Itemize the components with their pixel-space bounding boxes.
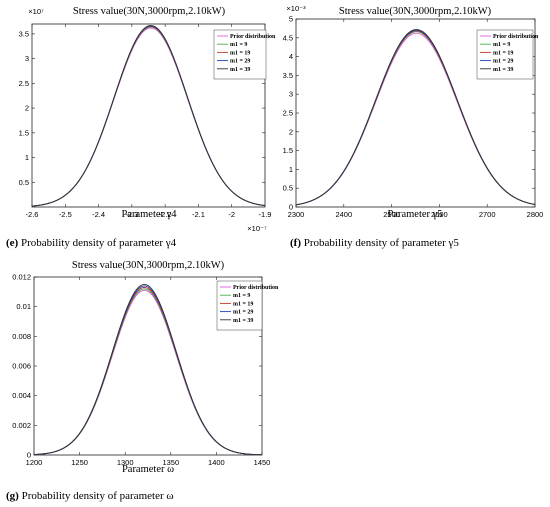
caption-text: Probability density of parameter ω (22, 490, 174, 502)
y-tick-label: 4 (289, 52, 293, 61)
caption-text: Probability density of parameter γ4 (21, 237, 177, 249)
legend-box (213, 29, 267, 80)
y-tick-label: 1.5 (283, 146, 293, 155)
x-tick-label: -2.1 (192, 210, 205, 219)
y-tick-label: 0.012 (12, 273, 31, 282)
y-tick-label: 0 (289, 203, 293, 212)
legend-label-4: m1 = 39 (230, 67, 250, 73)
y-tick-label: 2 (289, 127, 293, 136)
y-tick-label: 5 (289, 15, 293, 24)
caption-tag: (e) (6, 237, 19, 249)
x-tick-label: 2300 (288, 210, 305, 219)
x-tick-label: -1.9 (259, 210, 272, 219)
chart-title: Stress value(30N,3000rpm,2.10kW) (73, 6, 226, 17)
x-tick-label: 1450 (254, 458, 271, 467)
x-tick-label: -2 (228, 210, 235, 219)
y-tick-label: 3 (25, 54, 29, 63)
y-tick-label: 0.002 (12, 421, 31, 430)
y-tick-label: 2.5 (283, 109, 293, 118)
y-tick-label: 3.5 (19, 29, 29, 38)
legend-label-1: m1 = 9 (230, 42, 247, 48)
x-axis-exponent: ×10⁻⁷ (247, 224, 267, 233)
chart-panel-1: 2300 2400 2500 2600 2700 2800 0 0.5 1 1.5 2 2.5 3 3.5… (283, 4, 544, 249)
y-tick-label: 0.5 (19, 178, 29, 187)
panel-caption: (e) Probability density of parameter γ4 (6, 237, 177, 249)
legend-label-0: Prior distribution (493, 34, 539, 40)
x-tick-label: 1250 (71, 458, 88, 467)
panel-caption: (f) Probability density of parameter γ5 (290, 237, 459, 249)
legend-label-0: Prior distribution (230, 34, 276, 40)
legend-label-0: Prior distribution (233, 285, 279, 291)
y-tick-label: 0 (27, 451, 31, 460)
y-tick-label: 0.008 (12, 332, 31, 341)
panel-caption: (g) Probability density of parameter ω (6, 490, 174, 502)
y-tick-label: 3 (289, 90, 293, 99)
y-tick-label: 0.01 (16, 302, 31, 311)
y-tick-label: 2 (25, 104, 29, 113)
x-tick-label: 1350 (162, 458, 179, 467)
x-tick-label: 2400 (335, 210, 352, 219)
x-tick-label: 1200 (26, 458, 43, 467)
y-tick-label: 1 (25, 153, 29, 162)
y-tick-label: 1 (289, 165, 293, 174)
y-tick-label: 0.5 (283, 184, 293, 193)
legend-box (216, 280, 263, 331)
caption-text: Probability density of parameter γ5 (304, 237, 460, 249)
series-line-4 (31, 25, 266, 207)
y-tick-label: 0.006 (12, 362, 31, 371)
x-tick-label: -2.4 (92, 210, 105, 219)
series-line-4 (33, 283, 263, 456)
x-tick-label: -2.6 (26, 210, 39, 219)
chart-panel-2: 1200 1250 1300 1350 1400 1450 0 0.002 0.004 0.006… (6, 260, 279, 502)
y-tick-label: 0.004 (12, 391, 31, 400)
chart-title: Stress value(30N,3000rpm,2.10kW) (72, 260, 225, 271)
legend-box (476, 29, 534, 80)
legend-label-2: m1 = 19 (493, 50, 513, 56)
x-axis-label: Parameter γ5 (387, 209, 442, 220)
legend-label-2: m1 = 19 (230, 50, 250, 56)
caption-tag: (f) (290, 237, 301, 249)
y-axis-exponent: ×10⁻³ (286, 4, 306, 13)
x-tick-label: 2700 (479, 210, 496, 219)
x-axis-label: Parameter γ4 (121, 209, 177, 220)
legend-label-3: m1 = 29 (230, 59, 250, 65)
y-tick-label: 1.5 (19, 128, 29, 137)
y-tick-label: 2.5 (19, 79, 29, 88)
y-axis-exponent: ×10⁷ (28, 7, 44, 16)
x-tick-label: 2800 (527, 210, 544, 219)
series-line-4 (295, 29, 536, 206)
chart-panel-0: -2.6 -2.5 -2.4 -2.3 -2.2 -2.1 -2 -1.9 0.5 1 1.5 2 2.… (6, 6, 276, 249)
caption-tag: (g) (6, 490, 19, 502)
legend-label-4: m1 = 39 (233, 318, 253, 324)
x-tick-label: 1400 (208, 458, 225, 467)
y-tick-label: 3.5 (283, 71, 293, 80)
legend-label-1: m1 = 9 (493, 42, 510, 48)
x-axis-label: Parameter ω (122, 464, 174, 475)
x-tick-label: -2.3 (125, 210, 138, 219)
legend-label-1: m1 = 9 (233, 293, 250, 299)
y-tick-label: 4.5 (283, 33, 293, 42)
chart-title: Stress value(30N,3000rpm,2.10kW) (339, 6, 492, 17)
legend-label-3: m1 = 29 (493, 59, 513, 65)
legend-label-4: m1 = 39 (493, 67, 513, 73)
legend-label-3: m1 = 29 (233, 310, 253, 316)
x-tick-label: -2.5 (59, 210, 72, 219)
x-tick-label: -2.2 (159, 210, 172, 219)
x-tick-label: 2600 (431, 210, 448, 219)
x-tick-label: 2500 (383, 210, 400, 219)
legend-label-2: m1 = 19 (233, 301, 253, 307)
x-tick-label: 1300 (117, 458, 134, 467)
